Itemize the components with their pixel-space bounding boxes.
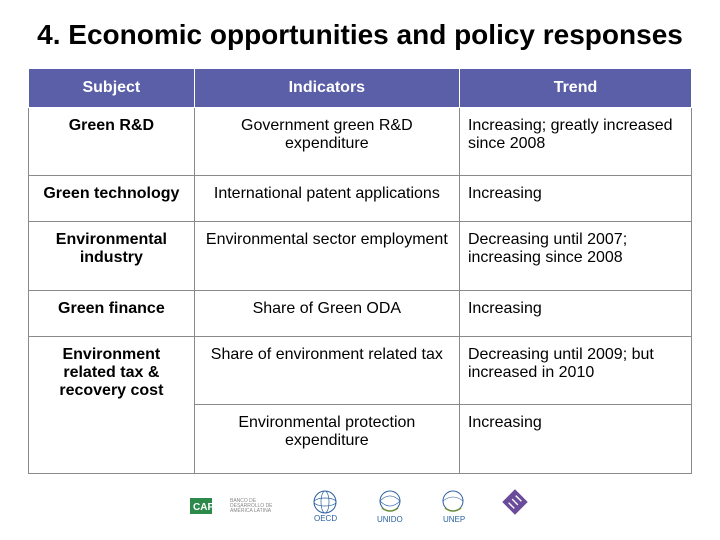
cell-subject: Green finance: [29, 290, 195, 336]
unep-logo-icon: UNEP: [434, 488, 472, 524]
slide-container: 4. Economic opportunities and policy res…: [0, 0, 720, 540]
cell-trend: Decreasing until 2009; but increased in …: [459, 336, 691, 405]
col-header-subject: Subject: [29, 68, 195, 107]
cell-trend: Increasing: [459, 176, 691, 222]
diamond-logo-icon: [496, 489, 530, 523]
cell-indicator: Share of environment related tax: [194, 336, 459, 405]
table-row: Green finance Share of Green ODA Increas…: [29, 290, 692, 336]
cell-subject: Green technology: [29, 176, 195, 222]
caf-logo-text: BANCO DE DESARROLLO DE AMÉRICA LATINA: [230, 499, 280, 514]
table-row: Environmental industry Environmental sec…: [29, 222, 692, 291]
cell-indicator: Share of Green ODA: [194, 290, 459, 336]
cell-indicator: Government green R&D expenditure: [194, 107, 459, 176]
col-header-trend: Trend: [459, 68, 691, 107]
oecd-logo-text: OECD: [314, 514, 337, 523]
svg-text:CAF: CAF: [193, 502, 214, 513]
unido-logo-text: UNIDO: [377, 515, 403, 524]
col-header-indicators: Indicators: [194, 68, 459, 107]
cell-trend: Increasing: [459, 290, 691, 336]
cell-subject: Environment related tax & recovery cost: [29, 336, 195, 473]
unido-logo-icon: UNIDO: [370, 488, 410, 524]
logo-strip: CAF BANCO DE DESARROLLO DE AMÉRICA LATIN…: [28, 474, 692, 532]
oecd-logo-icon: OECD: [304, 489, 346, 523]
cell-trend: Increasing: [459, 405, 691, 474]
cell-subject: Green R&D: [29, 107, 195, 176]
table-row: Green R&D Government green R&D expenditu…: [29, 107, 692, 176]
caf-logo-icon: CAF BANCO DE DESARROLLO DE AMÉRICA LATIN…: [190, 494, 280, 518]
table-row: Green technology International patent ap…: [29, 176, 692, 222]
cell-subject: Environmental industry: [29, 222, 195, 291]
slide-title: 4. Economic opportunities and policy res…: [28, 18, 692, 52]
table-header-row: Subject Indicators Trend: [29, 68, 692, 107]
cell-indicator: International patent applications: [194, 176, 459, 222]
cell-trend: Decreasing until 2007; increasing since …: [459, 222, 691, 291]
cell-trend: Increasing; greatly increased since 2008: [459, 107, 691, 176]
cell-indicator: Environmental protection expenditure: [194, 405, 459, 474]
table-row: Environment related tax & recovery cost …: [29, 336, 692, 405]
cell-indicator: Environmental sector employment: [194, 222, 459, 291]
indicators-table: Subject Indicators Trend Green R&D Gover…: [28, 68, 692, 474]
unep-logo-text: UNEP: [443, 515, 465, 524]
